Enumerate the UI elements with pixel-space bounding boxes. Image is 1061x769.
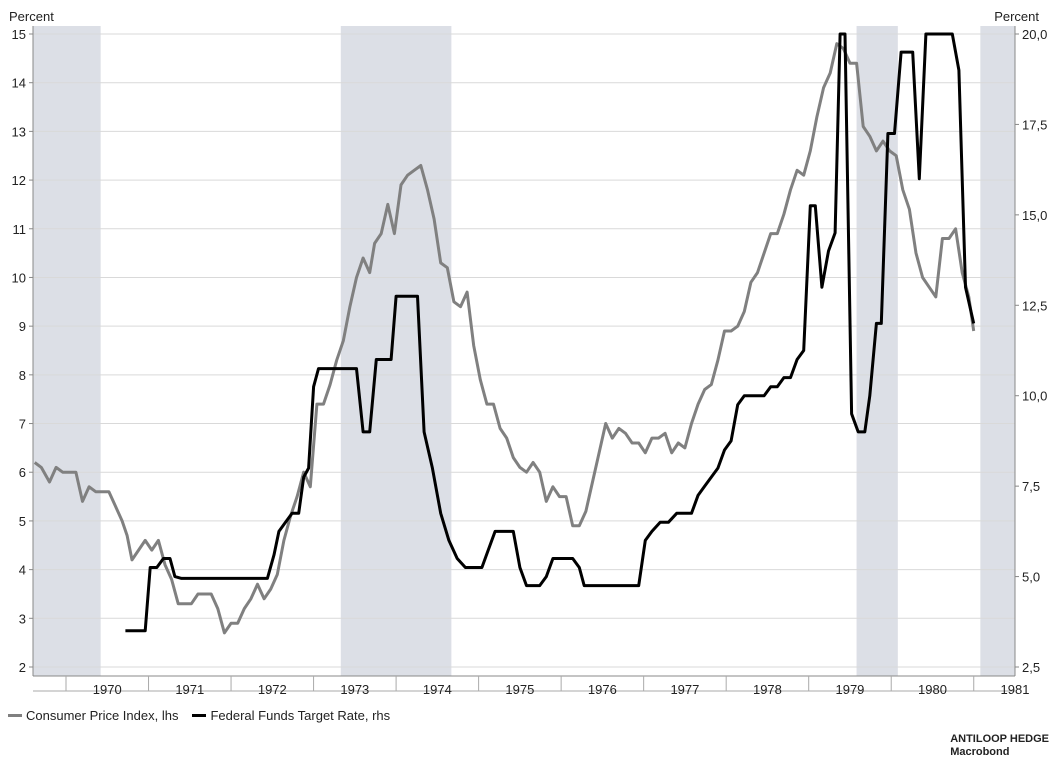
recession-band-1 — [340, 26, 452, 676]
x-axis: 1970 1971 1972 1973 1974 1975 1976 1977 1978 1979… — [32, 26, 1030, 697]
series-lines — [33, 32, 976, 635]
left-axis-unit-label: Percent — [9, 9, 54, 24]
right-tick-label: 20,0 — [1022, 27, 1047, 42]
recession-band-0 — [33, 26, 101, 676]
right-tick-label: 10,0 — [1022, 389, 1047, 404]
right-tick-label: 2,5 — [1022, 660, 1040, 675]
x-tick-label: 1970 — [93, 682, 122, 697]
left-tick-label: 8 — [19, 368, 26, 383]
right-axis-unit-label: Percent — [994, 9, 1039, 24]
legend: Consumer Price Index, lhs Federal Funds … — [8, 708, 404, 723]
right-tick-label: 5,0 — [1022, 570, 1040, 585]
left-axis: 2 3 4 5 6 7 8 9 10 11 12 13 14 15 — [12, 27, 33, 675]
left-tick-label: 12 — [12, 173, 26, 188]
x-tick-label: 1974 — [423, 682, 452, 697]
left-tick-label: 2 — [19, 660, 26, 675]
legend-label-cpi: Consumer Price Index, lhs — [26, 708, 179, 723]
left-tick-label: 11 — [13, 222, 27, 237]
x-tick-label: 1978 — [753, 682, 782, 697]
right-tick-label: 7,5 — [1022, 479, 1040, 494]
x-tick-label: 1973 — [340, 682, 369, 697]
right-tick-label: 15,0 — [1022, 208, 1047, 223]
series-line-ffr — [125, 32, 976, 633]
credit-line-1: ANTILOOP HEDGE — [950, 733, 1049, 745]
x-tick-label: 1981 — [1001, 682, 1030, 697]
x-tick-label: 1975 — [505, 682, 534, 697]
x-tick-label: 1979 — [835, 682, 864, 697]
left-tick-label: 4 — [19, 563, 26, 578]
right-axis: 2,5 5,0 7,5 10,0 12,5 15,0 17,5 20,0 — [1015, 27, 1047, 675]
right-tick-label: 17,5 — [1022, 117, 1047, 132]
left-tick-label: 15 — [12, 27, 26, 42]
x-tick-label: 1972 — [258, 682, 287, 697]
left-tick-label: 9 — [19, 319, 26, 334]
legend-label-ffr: Federal Funds Target Rate, rhs — [210, 708, 391, 723]
left-tick-label: 7 — [19, 417, 26, 432]
left-tick-label: 10 — [12, 270, 26, 285]
x-tick-label: 1977 — [670, 682, 699, 697]
left-tick-label: 3 — [19, 611, 26, 626]
left-tick-label: 6 — [19, 465, 26, 480]
credit: ANTILOOP HEDGE Macrobond — [950, 733, 1049, 759]
right-tick-label: 12,5 — [1022, 298, 1047, 313]
legend-item-cpi: Consumer Price Index, lhs — [8, 708, 178, 723]
legend-swatch-ffr — [192, 714, 207, 717]
left-tick-label: 14 — [12, 76, 26, 91]
series-line-cpi — [33, 42, 976, 635]
recession-bands — [33, 26, 1015, 676]
legend-swatch-cpi — [8, 714, 22, 717]
x-tick-label: 1980 — [918, 682, 947, 697]
recession-band-3 — [980, 26, 1015, 676]
left-tick-label: 13 — [12, 124, 26, 139]
left-tick-label: 5 — [19, 514, 26, 529]
legend-item-ffr: Federal Funds Target Rate, rhs — [192, 708, 390, 723]
x-tick-label: 1971 — [175, 682, 204, 697]
x-tick-label: 1976 — [588, 682, 617, 697]
credit-line-2: Macrobond — [950, 746, 1010, 758]
